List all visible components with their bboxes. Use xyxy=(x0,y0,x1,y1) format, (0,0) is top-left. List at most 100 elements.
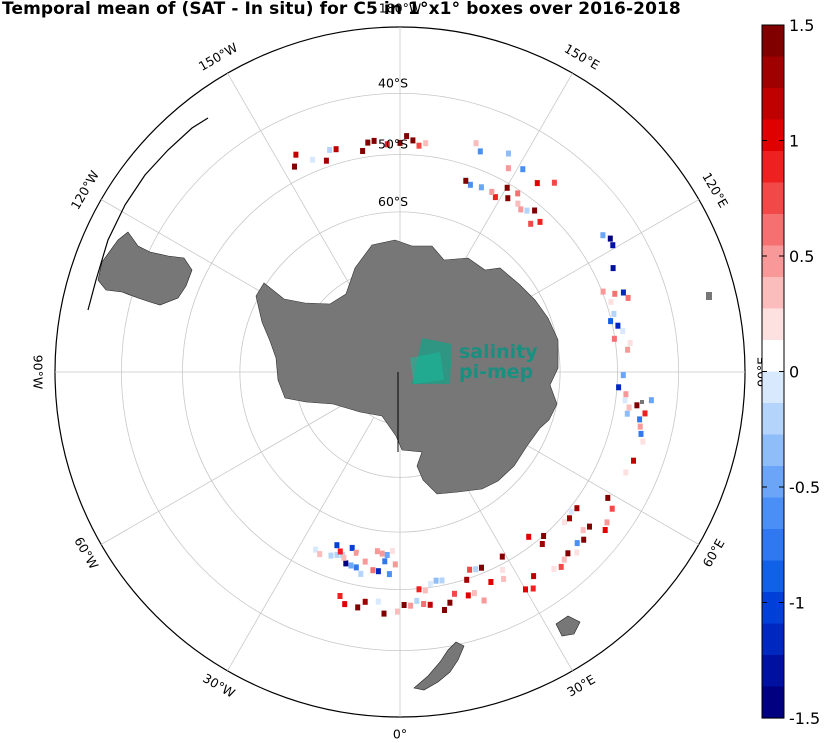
data-cell xyxy=(501,575,507,582)
data-cell xyxy=(534,180,540,187)
tasmania xyxy=(555,615,581,637)
colorbar-tick-label: 0 xyxy=(789,363,799,382)
data-cell xyxy=(611,310,617,317)
data-cell xyxy=(317,551,323,558)
logo-line1: salinity xyxy=(459,341,538,363)
data-cell xyxy=(602,527,608,533)
data-cell xyxy=(500,566,506,573)
data-cell xyxy=(333,146,339,153)
data-cell xyxy=(587,523,592,530)
data-cell xyxy=(611,335,617,342)
data-cell xyxy=(334,542,340,549)
colorbar-swatch xyxy=(762,560,784,593)
data-cell xyxy=(478,184,484,191)
data-cell xyxy=(384,552,390,558)
data-cell xyxy=(477,148,483,155)
data-cell xyxy=(558,563,564,570)
logo-line2: pi-mep xyxy=(459,361,533,383)
latitude-label: 60°S xyxy=(378,194,408,209)
colorbar-swatch xyxy=(762,245,784,278)
data-cell xyxy=(487,142,493,149)
colorbar-swatch xyxy=(762,529,784,562)
colorbar-tick-label: 1 xyxy=(789,132,799,151)
data-cell xyxy=(574,549,580,556)
data-cell xyxy=(463,177,469,184)
data-cell xyxy=(623,469,629,476)
data-cell xyxy=(621,275,627,281)
colorbar-tick-label: -1 xyxy=(789,594,805,613)
data-cell xyxy=(489,188,495,195)
colorbar-ticks: 1.5 1 0.5 0 -0.5 -1 -1.5 xyxy=(762,16,820,728)
data-cell xyxy=(626,404,632,411)
colorbar-swatch xyxy=(762,214,784,247)
longitude-label: 0° xyxy=(393,727,407,742)
data-cell xyxy=(648,397,654,404)
data-cell xyxy=(416,142,422,149)
data-cell xyxy=(343,560,349,567)
colorbar-swatch xyxy=(762,434,784,467)
colorbar-swatch xyxy=(762,466,784,499)
longitude-label: 150°W xyxy=(196,40,240,74)
data-cell xyxy=(371,137,377,144)
data-cell xyxy=(362,558,368,565)
data-cell xyxy=(622,397,628,404)
colorbar-swatch xyxy=(762,686,784,719)
data-cell xyxy=(395,608,400,615)
data-cell xyxy=(610,514,616,521)
colorbar-tick-label: 1.5 xyxy=(789,16,814,35)
data-cell xyxy=(348,562,354,569)
data-cell xyxy=(408,602,414,609)
data-cell xyxy=(473,566,479,573)
longitude-label: 90°W xyxy=(31,355,46,390)
data-cell xyxy=(616,384,622,391)
data-cell xyxy=(631,457,636,464)
colorbar-tick-label: -0.5 xyxy=(789,478,820,497)
data-cell xyxy=(625,346,631,353)
data-cell xyxy=(313,546,319,553)
data-cell xyxy=(551,565,557,572)
data-cell xyxy=(464,576,470,583)
data-cell xyxy=(524,207,530,214)
data-cell xyxy=(375,568,381,575)
longitude-label: 150°E xyxy=(562,41,603,73)
data-cell xyxy=(401,602,407,608)
data-cell xyxy=(386,571,392,578)
data-cell xyxy=(634,402,640,409)
colorbar-swatch xyxy=(762,592,784,625)
data-cell xyxy=(610,265,616,272)
data-cell xyxy=(504,184,510,191)
data-cell xyxy=(565,550,571,557)
longitude-label: 30°W xyxy=(200,670,237,700)
data-cell xyxy=(505,165,511,172)
data-cell xyxy=(414,597,420,604)
colorbar-tick-label: -1.5 xyxy=(789,709,820,728)
data-cell xyxy=(625,294,631,301)
data-cell xyxy=(637,423,643,430)
data-cell xyxy=(528,220,534,227)
data-cell xyxy=(531,573,537,580)
data-cell xyxy=(515,200,521,207)
data-cell xyxy=(481,597,487,604)
antarctica-landmass xyxy=(255,239,559,495)
data-cell xyxy=(627,339,633,346)
data-cell xyxy=(605,494,611,501)
data-cell xyxy=(362,598,368,605)
figure-title: Temporal mean of (SAT - In situ) for C5 … xyxy=(2,0,681,19)
salinity-pimep-logo: salinity pi-mep xyxy=(410,338,538,384)
data-cell xyxy=(452,590,457,597)
latitude-label: 40°S xyxy=(378,75,408,90)
data-cell xyxy=(620,328,626,335)
data-cell xyxy=(532,207,538,214)
data-cell xyxy=(360,148,366,154)
data-cell xyxy=(600,288,606,295)
data-cell xyxy=(337,548,343,555)
data-cell xyxy=(397,139,403,146)
meridian-line xyxy=(227,417,375,672)
data-cell xyxy=(342,601,348,608)
data-cell xyxy=(353,549,359,556)
colorbar-swatch xyxy=(762,371,784,404)
data-cell xyxy=(467,566,473,573)
data-cell xyxy=(334,551,340,558)
data-cell xyxy=(410,137,416,144)
